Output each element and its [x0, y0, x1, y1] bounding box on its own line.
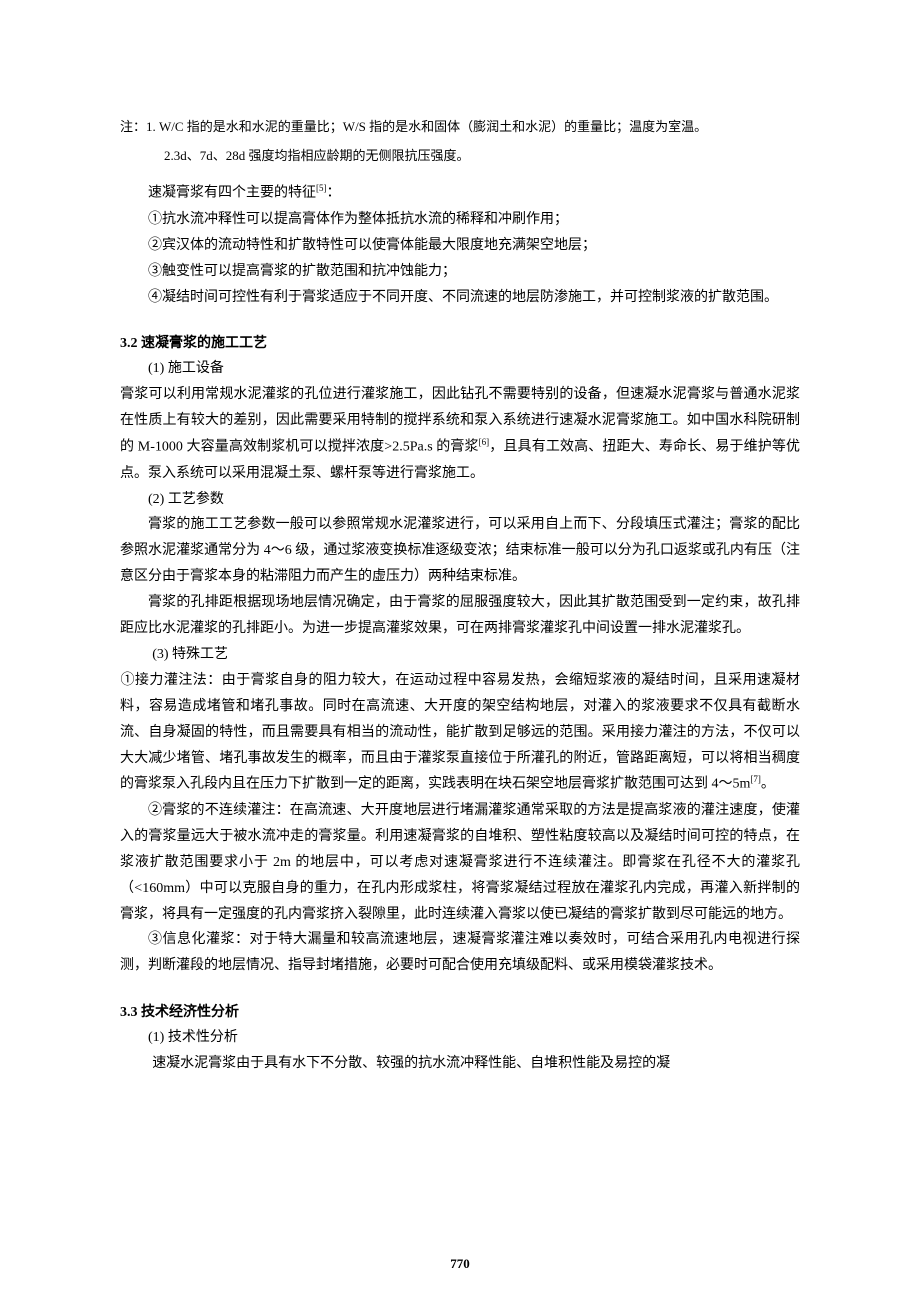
subsection-3-2-3-title: (3) 特殊工艺 [120, 642, 800, 668]
subsection-3-2-3-p1: ①接力灌注法：由于膏浆自身的阻力较大，在运动过程中容易发热，会缩短浆液的凝结时间… [120, 668, 800, 798]
note-line-1: 注：1. W/C 指的是水和水泥的重量比；W/S 指的是水和固体（膨润土和水泥）… [120, 115, 800, 140]
intro-ref: [5] [316, 183, 327, 193]
subsection-3-2-2-p1: 膏浆的施工工艺参数一般可以参照常规水泥灌浆进行，可以采用自上而下、分段填压式灌注… [120, 512, 800, 590]
subsection-3-2-3-p2: ②膏浆的不连续灌注：在高流速、大开度地层进行堵漏灌浆通常采取的方法是提高浆液的灌… [120, 798, 800, 927]
sub1-ref: [6] [479, 437, 490, 447]
intro-item-3: ③触变性可以提高膏浆的扩散范围和抗冲蚀能力； [120, 259, 800, 285]
sub3-ref: [7] [750, 774, 761, 784]
sub3-p1-pre: ①接力灌注法：由于膏浆自身的阻力较大，在运动过程中容易发热，会缩短浆液的凝结时间… [120, 673, 800, 792]
subsection-3-3-1-title: (1) 技术性分析 [120, 1025, 800, 1051]
intro-item-1: ①抗水流冲释性可以提高膏体作为整体抵抗水流的稀释和冲刷作用； [120, 207, 800, 233]
intro-heading-text: 速凝膏浆有四个主要的特征 [148, 186, 316, 201]
note-line-2: 2.3d、7d、28d 强度均指相应龄期的无侧限抗压强度。 [120, 144, 800, 169]
subsection-3-2-2-p2: 膏浆的孔排距根据现场地层情况确定，由于膏浆的屈服强度较大，因此其扩散范围受到一定… [120, 590, 800, 642]
subsection-3-2-1-body: 膏浆可以利用常规水泥灌浆的孔位进行灌浆施工，因此钻孔不需要特别的设备，但速凝水泥… [120, 382, 800, 486]
intro-item-4: ④凝结时间可控性有利于膏浆适应于不同开度、不同流速的地层防渗施工，并可控制浆液的… [120, 285, 800, 311]
section-3-2-heading: 3.2 速凝膏浆的施工工艺 [120, 332, 800, 352]
page-number: 770 [0, 1256, 920, 1272]
subsection-3-3-1-p1: 速凝水泥膏浆由于具有水下不分散、较强的抗水流冲释性能、自堆积性能及易控的凝 [120, 1051, 800, 1077]
intro-heading-line: 速凝膏浆有四个主要的特征[5]： [120, 180, 800, 207]
intro-colon: ： [327, 186, 341, 201]
sub3-p1-post: 。 [761, 777, 775, 792]
subsection-3-2-2-title: (2) 工艺参数 [120, 487, 800, 513]
subsection-3-2-3-p3: ③信息化灌浆：对于特大漏量和较高流速地层，速凝膏浆灌注难以奏效时，可结合采用孔内… [120, 927, 800, 979]
subsection-3-2-1-title: (1) 施工设备 [120, 356, 800, 382]
section-3-3-heading: 3.3 技术经济性分析 [120, 1001, 800, 1021]
intro-item-2: ②宾汉体的流动特性和扩散特性可以使膏体能最大限度地充满架空地层； [120, 233, 800, 259]
